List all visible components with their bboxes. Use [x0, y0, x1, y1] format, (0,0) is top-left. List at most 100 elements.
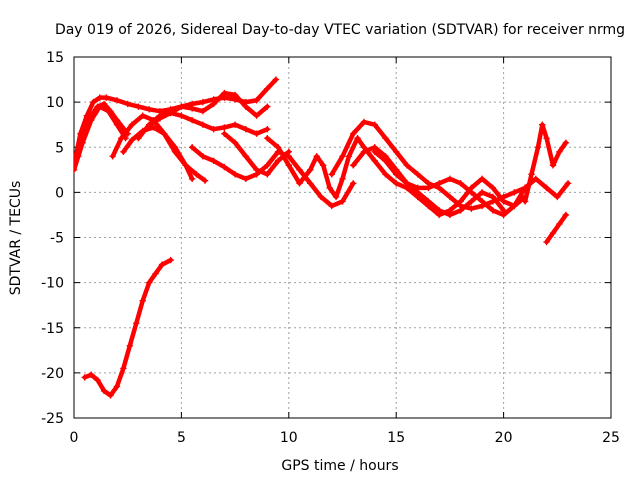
series-trace	[522, 122, 569, 204]
data-point	[150, 124, 157, 131]
data-point	[128, 136, 136, 144]
data-point	[221, 124, 228, 131]
data-point	[139, 112, 146, 119]
data-point	[350, 180, 357, 187]
data-point	[158, 261, 166, 268]
data-point	[210, 96, 217, 103]
data-point	[264, 85, 271, 92]
data-point	[253, 112, 260, 119]
data-point	[332, 193, 340, 201]
data-point	[457, 180, 464, 187]
series-trace	[544, 212, 569, 245]
data-point	[528, 171, 535, 178]
data-point	[231, 96, 239, 103]
data-point	[414, 184, 421, 192]
data-point	[152, 270, 159, 277]
data-point	[468, 198, 475, 205]
data-point	[94, 376, 101, 384]
data-point	[478, 189, 486, 196]
data-point	[446, 175, 454, 183]
data-point	[188, 144, 196, 151]
data-point	[133, 320, 140, 327]
x-tick-label: 10	[280, 430, 298, 446]
data-point	[446, 211, 454, 219]
data-point	[145, 106, 153, 113]
data-point	[242, 175, 250, 183]
data-point	[564, 180, 572, 187]
data-point	[313, 153, 320, 160]
data-point	[253, 166, 260, 174]
data-point	[534, 144, 542, 151]
data-point	[161, 130, 168, 137]
data-point	[221, 163, 228, 171]
data-point	[393, 148, 400, 155]
data-point	[307, 166, 314, 174]
data-point	[360, 148, 368, 155]
data-point	[489, 193, 497, 201]
data-point	[326, 184, 333, 192]
data-point	[414, 171, 421, 178]
x-tick-label: 20	[495, 430, 513, 446]
data-point	[109, 153, 116, 160]
data-point	[468, 205, 475, 212]
y-tick-label: -25	[41, 411, 64, 427]
data-point	[242, 153, 250, 160]
data-point	[100, 100, 108, 108]
data-point	[382, 157, 389, 164]
data-point	[296, 180, 303, 187]
data-point	[264, 135, 271, 142]
data-point	[199, 153, 207, 160]
data-point	[371, 121, 378, 128]
data-point	[468, 189, 475, 196]
data-point	[511, 202, 518, 210]
data-point	[264, 103, 271, 110]
data-point	[562, 211, 570, 219]
data-point	[145, 279, 153, 286]
data-point	[87, 371, 95, 378]
axis-ticks: 0 5 10 15 20 25 -25 -20 -15 -10 -5 0 5 10 15	[41, 50, 620, 446]
series-sat-g	[145, 76, 280, 128]
data-point	[489, 207, 497, 214]
data-point	[74, 166, 78, 174]
data-point	[178, 103, 185, 110]
x-axis-label: GPS time / hours	[281, 458, 398, 474]
series-sat-n	[521, 121, 570, 205]
y-tick-label: -10	[41, 276, 64, 292]
data-point	[319, 162, 327, 169]
y-tick-label: 5	[55, 140, 64, 156]
data-point	[103, 94, 110, 101]
data-point	[360, 118, 368, 126]
data-point	[478, 175, 486, 183]
data-point	[307, 180, 314, 187]
data-point	[554, 193, 561, 201]
data-point	[171, 144, 179, 151]
data-point	[188, 116, 196, 124]
y-tick-label: -20	[41, 366, 64, 382]
data-point	[113, 116, 121, 124]
data-point	[562, 139, 570, 146]
x-tick-label: 5	[177, 430, 186, 446]
data-point	[87, 112, 95, 119]
data-point	[253, 130, 260, 137]
data-point	[264, 126, 271, 133]
y-axis-label: SDTVAR / TECUs	[8, 181, 24, 296]
data-point	[339, 153, 346, 160]
x-tick-label: 25	[602, 430, 620, 446]
data-point	[549, 162, 557, 169]
series-trace	[110, 113, 208, 183]
data-point	[478, 198, 486, 205]
data-point	[167, 256, 174, 264]
data-point	[403, 162, 411, 169]
data-point	[242, 98, 250, 106]
data-point	[274, 144, 282, 151]
data-point	[113, 97, 121, 104]
data-point	[135, 103, 142, 110]
series-trace	[76, 101, 130, 159]
data-point	[242, 126, 250, 133]
data-point	[145, 121, 153, 128]
data-point	[457, 207, 464, 214]
y-tick-label: -5	[50, 231, 64, 247]
series-trace	[189, 145, 356, 209]
